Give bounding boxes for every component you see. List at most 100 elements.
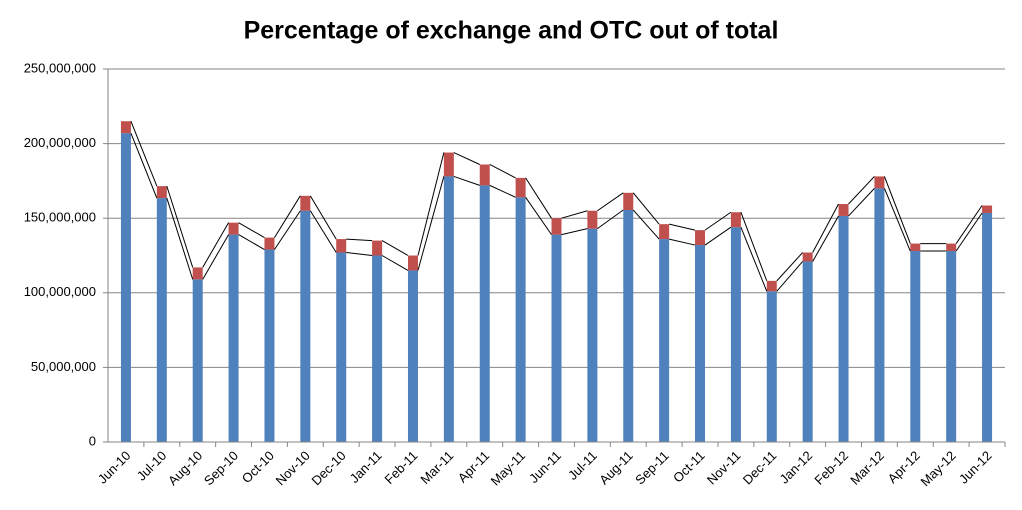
series-line bbox=[381, 240, 409, 256]
series-line bbox=[274, 195, 301, 238]
series-line bbox=[238, 234, 265, 250]
y-tick-label: 50,000,000 bbox=[31, 359, 96, 374]
series-line bbox=[597, 192, 624, 212]
series-line bbox=[202, 222, 230, 268]
bar-segment bbox=[695, 230, 706, 246]
series-line bbox=[561, 228, 588, 236]
bar-segment bbox=[587, 210, 598, 229]
bar-segment bbox=[587, 228, 598, 442]
series-line bbox=[309, 210, 337, 253]
bar-segment bbox=[730, 227, 741, 442]
bar-segment bbox=[874, 188, 885, 442]
series-line bbox=[632, 192, 660, 225]
chart-title: Percentage of exchange and OTC out of to… bbox=[244, 17, 779, 45]
bar-segment bbox=[874, 176, 885, 189]
y-tick-label: 250,000,000 bbox=[24, 60, 96, 75]
series-line bbox=[309, 195, 337, 240]
y-tick-label: 150,000,000 bbox=[24, 210, 96, 225]
series-line bbox=[525, 177, 552, 219]
series-line bbox=[740, 212, 768, 282]
bar-segment bbox=[515, 197, 526, 442]
bar-segment bbox=[443, 152, 454, 177]
series-line bbox=[561, 210, 588, 219]
bar-segment bbox=[802, 252, 813, 262]
bar-segment bbox=[946, 243, 957, 252]
series-line bbox=[955, 212, 983, 252]
bar-segment bbox=[407, 255, 418, 271]
bar-segment bbox=[515, 177, 526, 198]
bar-segment bbox=[156, 198, 167, 442]
series-line bbox=[525, 197, 552, 235]
bar-segment bbox=[695, 245, 706, 442]
bar-segment bbox=[982, 205, 993, 213]
series-line bbox=[704, 211, 732, 231]
bar-segment bbox=[407, 270, 418, 442]
bar-segment bbox=[264, 237, 275, 250]
series-line bbox=[704, 226, 732, 246]
series-line bbox=[632, 209, 660, 240]
series-line bbox=[883, 188, 911, 252]
series-line bbox=[489, 164, 516, 179]
bar-segment bbox=[766, 291, 777, 442]
bar-segment bbox=[479, 185, 490, 442]
bar-segment bbox=[551, 218, 562, 235]
bar-segment bbox=[838, 204, 849, 216]
bar-segment bbox=[623, 209, 634, 442]
series-line bbox=[489, 184, 516, 198]
bar-segment bbox=[300, 195, 311, 211]
series-line bbox=[812, 215, 839, 262]
bar-segment bbox=[192, 279, 203, 442]
bar-segment bbox=[910, 243, 921, 252]
series-line bbox=[130, 132, 158, 199]
bar-segment bbox=[551, 234, 562, 442]
y-tick-label: 200,000,000 bbox=[24, 135, 96, 150]
series-line bbox=[381, 255, 409, 271]
bar-segment bbox=[802, 261, 813, 442]
series-line bbox=[955, 205, 983, 244]
series-line bbox=[346, 252, 373, 256]
series-line bbox=[848, 188, 875, 217]
series-line bbox=[812, 203, 839, 253]
bar-segment bbox=[443, 176, 454, 442]
series-line bbox=[740, 226, 768, 292]
bar-segment bbox=[838, 215, 849, 442]
bar-segment bbox=[766, 280, 777, 292]
series-line bbox=[776, 252, 804, 282]
bar-segment bbox=[982, 212, 993, 442]
series-line bbox=[597, 209, 624, 230]
bar-segment bbox=[192, 267, 203, 280]
bar-segment bbox=[264, 249, 275, 442]
series-line bbox=[346, 238, 373, 242]
y-tick-label: 0 bbox=[89, 433, 96, 448]
series-line bbox=[417, 176, 445, 271]
bar-segment bbox=[479, 164, 490, 186]
bar-segment bbox=[372, 240, 383, 256]
series-line bbox=[669, 223, 696, 231]
series-line bbox=[274, 210, 301, 250]
bar-segment bbox=[228, 234, 239, 442]
bar-segment bbox=[120, 133, 131, 442]
series-line bbox=[130, 121, 158, 187]
series-line bbox=[166, 185, 194, 268]
bar-segment bbox=[336, 239, 347, 253]
bar-segment bbox=[336, 252, 347, 442]
bar-segment bbox=[372, 255, 383, 442]
series-line bbox=[238, 222, 265, 239]
bar-segment bbox=[730, 212, 741, 228]
bar-segment bbox=[659, 224, 670, 240]
bar-segment bbox=[946, 251, 957, 442]
series-line bbox=[453, 152, 480, 165]
bar-segment bbox=[156, 186, 167, 199]
bar-segment bbox=[228, 222, 239, 235]
bar-segment bbox=[659, 239, 670, 442]
series-line bbox=[669, 238, 696, 246]
series-line bbox=[883, 176, 911, 244]
bar-segment bbox=[120, 121, 131, 134]
bar-segment bbox=[300, 210, 311, 442]
series-line bbox=[417, 152, 445, 256]
bar-segment bbox=[910, 251, 921, 442]
series-line bbox=[848, 176, 875, 205]
series-line bbox=[202, 234, 230, 280]
